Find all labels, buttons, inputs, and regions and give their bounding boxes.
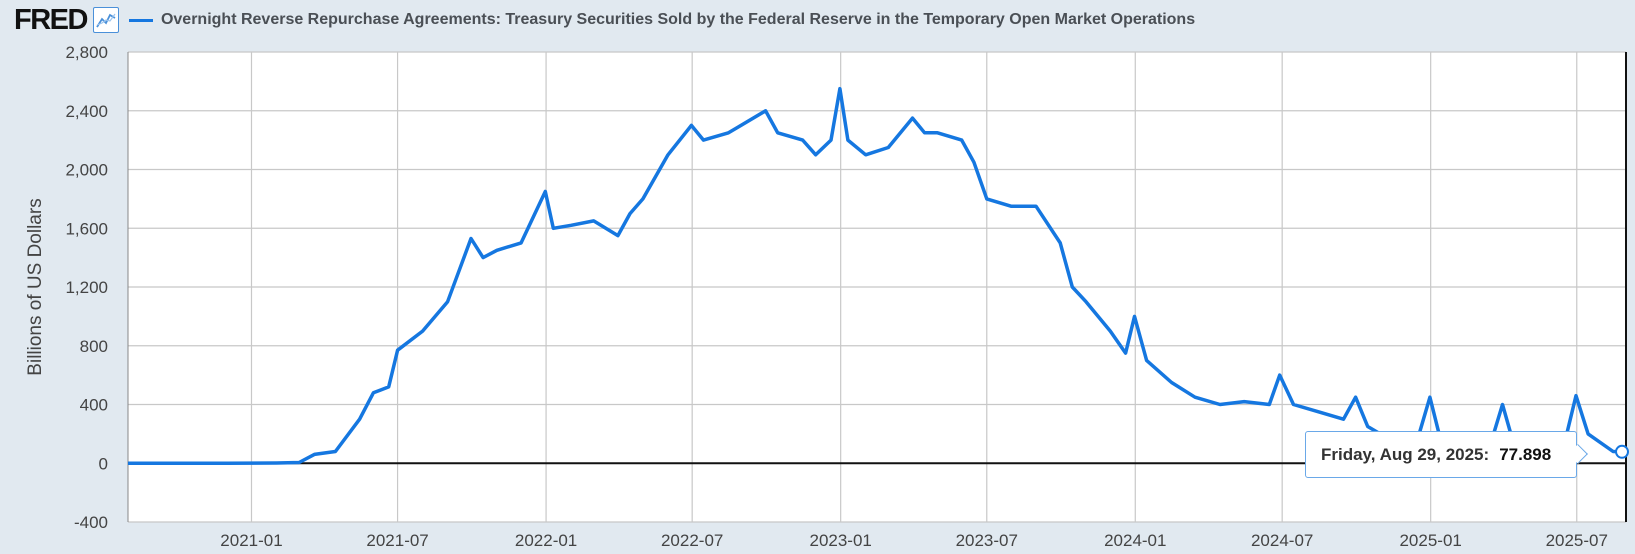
hover-marker [1615, 444, 1629, 459]
y-axis-label: Billions of US Dollars [25, 198, 46, 375]
y-tick-label: 400 [80, 396, 108, 415]
tooltip: Friday, Aug 29, 2025: 77.898 [1305, 431, 1588, 478]
x-tick-label: 2023-01 [809, 531, 871, 550]
y-axis-ticks: -400 0 400 800 1,200 1,600 2,000 2,400 2,800 [65, 43, 108, 532]
x-tick-label: 2023-07 [956, 531, 1018, 550]
y-tick-label: 0 [99, 454, 108, 473]
y-tick-label: 1,600 [65, 219, 108, 238]
fred-logo[interactable]: FRED [14, 3, 88, 36]
x-tick-label: 2025-01 [1399, 531, 1461, 550]
x-tick-label: 2024-01 [1104, 531, 1166, 550]
x-tick-label: 2022-07 [661, 531, 723, 550]
tooltip-value: 77.898 [1499, 444, 1552, 464]
grid-lines [128, 51, 1626, 523]
x-tick-label: 2024-07 [1251, 531, 1313, 550]
y-tick-label: 800 [80, 337, 108, 356]
x-tick-label: 2021-07 [366, 531, 428, 550]
line-graph-icon[interactable] [92, 7, 119, 33]
y-tick-label: -400 [74, 513, 108, 532]
y-tick-label: 2,000 [65, 161, 108, 180]
x-tick-label: 2025-07 [1546, 531, 1608, 550]
series-title[interactable]: Overnight Reverse Repurchase Agreements:… [160, 11, 1196, 28]
chart-header: FRED Overnight Reverse Repurchase Agreem… [0, 0, 1635, 40]
y-tick-label: 1,200 [65, 278, 108, 297]
x-tick-label: 2022-01 [515, 531, 577, 550]
tooltip-date: Friday, Aug 29, 2025: [1321, 444, 1490, 464]
legend-swatch [128, 18, 153, 22]
y-tick-label: 2,800 [65, 43, 108, 62]
x-axis-ticks: 2021-01 2021-07 2022-01 2022-07 2023-01 2023-… [220, 531, 1608, 550]
y-tick-label: 2,400 [65, 102, 108, 121]
x-tick-label: 2021-01 [220, 531, 282, 550]
